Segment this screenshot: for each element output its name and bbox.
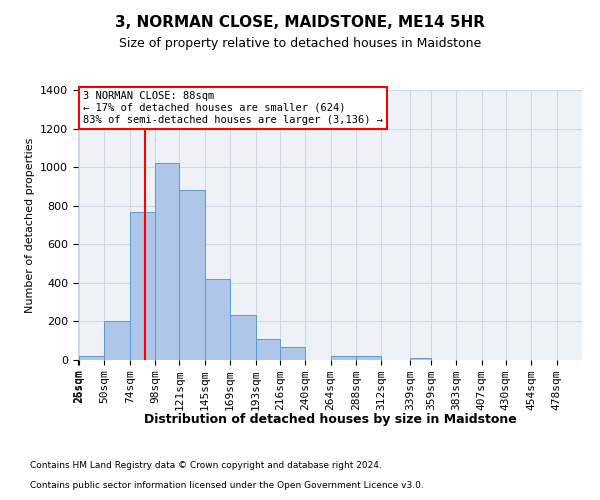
Text: Contains public sector information licensed under the Open Government Licence v3: Contains public sector information licen… xyxy=(30,481,424,490)
Bar xyxy=(155,164,179,360)
Bar xyxy=(331,356,356,360)
Bar xyxy=(79,356,104,360)
Bar xyxy=(130,212,155,360)
Bar xyxy=(230,314,256,360)
Bar xyxy=(280,347,305,360)
Text: Contains HM Land Registry data © Crown copyright and database right 2024.: Contains HM Land Registry data © Crown c… xyxy=(30,461,382,470)
Bar xyxy=(104,322,130,360)
Bar xyxy=(356,356,381,360)
Y-axis label: Number of detached properties: Number of detached properties xyxy=(25,138,35,312)
Bar xyxy=(256,339,280,360)
Text: 3, NORMAN CLOSE, MAIDSTONE, ME14 5HR: 3, NORMAN CLOSE, MAIDSTONE, ME14 5HR xyxy=(115,15,485,30)
Bar xyxy=(179,190,205,360)
Text: 3 NORMAN CLOSE: 88sqm
← 17% of detached houses are smaller (624)
83% of semi-det: 3 NORMAN CLOSE: 88sqm ← 17% of detached … xyxy=(83,92,383,124)
Text: Size of property relative to detached houses in Maidstone: Size of property relative to detached ho… xyxy=(119,38,481,51)
Text: Distribution of detached houses by size in Maidstone: Distribution of detached houses by size … xyxy=(143,412,517,426)
Bar xyxy=(410,358,431,360)
Bar xyxy=(205,279,230,360)
